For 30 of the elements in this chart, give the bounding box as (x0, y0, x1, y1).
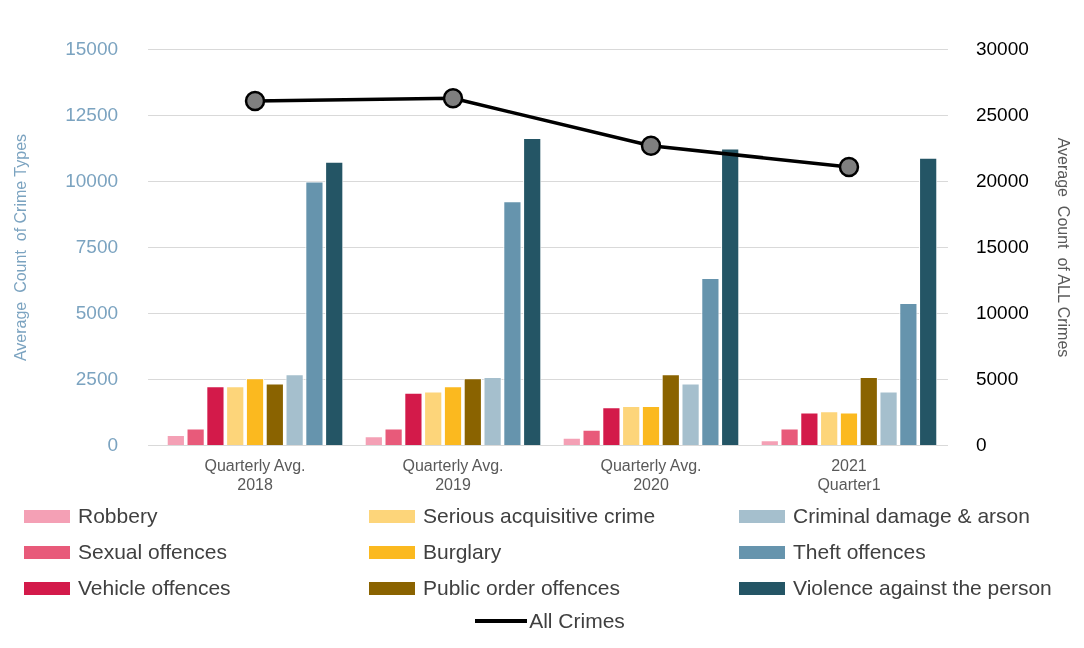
legend-label: Theft offences (793, 540, 926, 564)
y-tick-label: 12500 (65, 103, 119, 125)
legend-label: All Crimes (529, 609, 625, 633)
y2-tick-label: 15000 (975, 235, 1029, 257)
y2-axis-title: Average Count of ALL Crimes (1054, 137, 1072, 358)
y-tick-label: 2500 (75, 367, 119, 389)
y2-tick-label: 5000 (975, 367, 1019, 389)
y-axis-title: Average Count of Crime Types (12, 133, 30, 362)
legend-label: Burglary (423, 540, 502, 564)
y2-tick-label: 20000 (975, 169, 1029, 191)
legend-label: Robbery (78, 504, 158, 528)
y-tick-label: 15000 (65, 37, 119, 59)
x-tick-label: 2021 Quarter1 (817, 456, 881, 493)
x-tick-label: Quarterly Avg. 2018 (204, 456, 306, 493)
x-tick-label: Quarterly Avg. 2019 (402, 456, 504, 493)
y2-tick-label: 30000 (975, 37, 1029, 59)
y-tick-label: 7500 (75, 235, 119, 257)
y2-tick-label: 25000 (975, 103, 1029, 125)
legend-label: Criminal damage & arson (793, 504, 1030, 528)
legend-label: Violence against the person (793, 576, 1052, 600)
x-tick-label: Quarterly Avg. 2020 (600, 456, 702, 493)
y-tick-label: 10000 (65, 169, 119, 191)
legend-label: Public order offences (423, 576, 620, 600)
legend-label: Serious acquisitive crime (423, 504, 656, 528)
y-tick-label: 0 (107, 433, 119, 455)
y-tick-label: 5000 (75, 301, 119, 323)
legend-label: Sexual offences (78, 540, 228, 564)
y2-tick-label: 10000 (975, 301, 1029, 323)
y2-tick-label: 0 (975, 433, 987, 455)
legend-label: Vehicle offences (78, 576, 231, 600)
